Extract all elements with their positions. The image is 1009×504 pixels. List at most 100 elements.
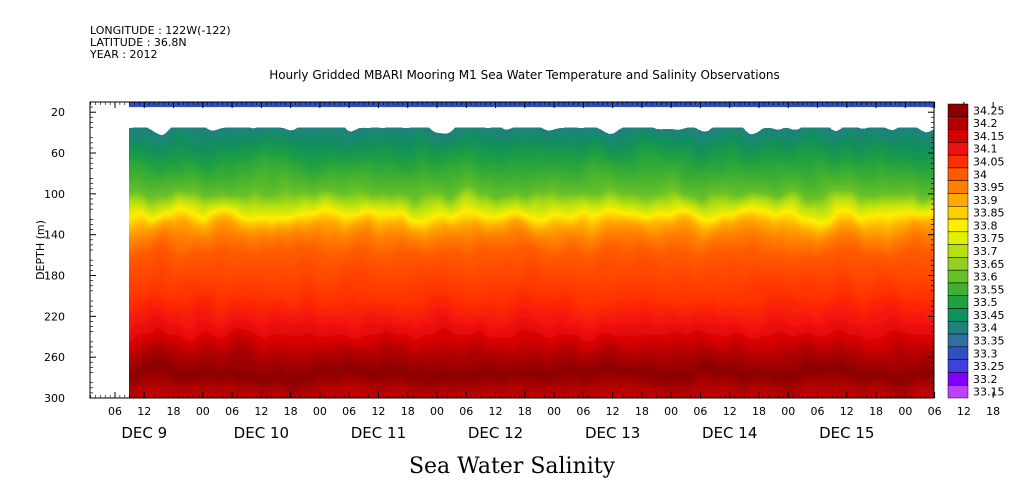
x-hour-label: 06: [108, 405, 122, 418]
colorbar-label: 33.15: [973, 386, 1005, 399]
y-tick-label: 20: [51, 106, 65, 119]
y-tick-label: 100: [44, 188, 65, 201]
colorbar-label: 33.25: [973, 360, 1005, 373]
colorbar-label: 34.25: [973, 104, 1005, 117]
x-hour-label: 00: [196, 405, 210, 418]
colorbar-swatch: [947, 231, 969, 245]
x-hour-label: 06: [225, 405, 239, 418]
chart-caption: Sea Water Salinity: [408, 454, 616, 479]
axes: 20 60 100 140 180 220 260 300 06 12 18 00 06 12 18 00 06…: [44, 101, 1000, 442]
x-hour-label: 12: [489, 405, 503, 418]
colorbar-swatch: [947, 129, 969, 143]
colorbar-label: 34.1: [973, 143, 998, 156]
colorbar-swatch: [947, 206, 969, 220]
colorbar-swatch: [947, 142, 969, 156]
colorbar-label: 33.8: [973, 219, 998, 232]
colorbar-swatch: [947, 244, 969, 258]
x-day-label: DEC 9: [121, 424, 167, 442]
colorbar-label: 34.2: [973, 117, 998, 130]
x-hour-label: 00: [781, 405, 795, 418]
x-hour-label: 06: [576, 405, 590, 418]
x-hour-label: 12: [957, 405, 971, 418]
colorbar-label: 33.5: [973, 296, 998, 309]
latitude-label: LATITUDE : 36.8N: [90, 36, 187, 49]
x-hour-label: 18: [986, 405, 1000, 418]
x-hour-label: 18: [167, 405, 181, 418]
colorbar-label: 33.9: [973, 194, 998, 207]
y-tick-label: 180: [44, 270, 65, 283]
x-day-label: DEC 14: [702, 424, 757, 442]
colorbar-swatch: [947, 154, 969, 169]
y-tick-label: 260: [44, 351, 65, 364]
colorbar: 34.2534.234.1534.134.053433.9533.933.853…: [947, 103, 1005, 399]
x-day-label: DEC 12: [468, 424, 523, 442]
colorbar-swatch: [947, 308, 969, 322]
longitude-label: LONGITUDE : 122W(-122): [90, 24, 231, 37]
colorbar-swatch: [947, 346, 969, 360]
x-hour-label: 06: [342, 405, 356, 418]
x-hour-label: 00: [898, 405, 912, 418]
colorbar-swatch: [947, 257, 969, 271]
colorbar-swatch: [947, 333, 969, 348]
plot-area: [129, 102, 934, 398]
colorbar-swatch: [947, 103, 969, 118]
y-tick-label: 60: [51, 147, 65, 160]
salinity-field: [129, 127, 934, 398]
x-hour-label: 12: [606, 405, 620, 418]
colorbar-label: 33.55: [973, 283, 1005, 296]
colorbar-label: 34.15: [973, 130, 1005, 143]
x-hour-label: 06: [459, 405, 473, 418]
colorbar-label: 33.85: [973, 207, 1005, 220]
x-hour-label: 00: [664, 405, 678, 418]
colorbar-swatch: [947, 269, 969, 284]
x-day-label: DEC 11: [351, 424, 406, 442]
colorbar-swatch: [947, 167, 969, 181]
colorbar-label: 33.95: [973, 181, 1005, 194]
colorbar-swatch: [947, 295, 969, 309]
colorbar-label: 33.4: [973, 322, 998, 335]
year-label: YEAR : 2012: [90, 48, 158, 61]
x-hour-label: 18: [635, 405, 649, 418]
x-hour-label: 12: [840, 405, 854, 418]
x-hour-label: 12: [254, 405, 268, 418]
x-day-label: DEC 10: [234, 424, 289, 442]
chart-title: Hourly Gridded MBARI Mooring M1 Sea Wate…: [269, 68, 780, 82]
x-hour-label: 18: [401, 405, 415, 418]
colorbar-label: 33.35: [973, 334, 1005, 347]
x-hour-label: 12: [371, 405, 385, 418]
colorbar-label: 34: [973, 168, 987, 181]
x-hour-label: 00: [313, 405, 327, 418]
x-hour-label: 06: [693, 405, 707, 418]
x-hour-label: 18: [752, 405, 766, 418]
y-axis-label: DEPTH (m): [34, 220, 47, 280]
colorbar-swatch: [947, 359, 969, 373]
colorbar-label: 33.65: [973, 258, 1005, 271]
x-hour-label: 00: [547, 405, 561, 418]
x-day-label: DEC 15: [819, 424, 874, 442]
x-hour-label: 06: [811, 405, 825, 418]
y-tick-label: 300: [44, 392, 65, 405]
colorbar-label: 33.7: [973, 245, 998, 258]
colorbar-label: 33.75: [973, 232, 1005, 245]
colorbar-swatch: [947, 282, 969, 296]
x-hour-label: 06: [928, 405, 942, 418]
colorbar-label: 33.2: [973, 373, 998, 386]
y-tick-label: 140: [44, 229, 65, 242]
x-hour-label: 12: [723, 405, 737, 418]
colorbar-swatch: [947, 384, 969, 399]
x-hour-label: 18: [869, 405, 883, 418]
x-hour-label: 18: [518, 405, 532, 418]
x-hour-label: 12: [137, 405, 151, 418]
colorbar-swatch: [947, 180, 969, 194]
x-day-label: DEC 13: [585, 424, 640, 442]
colorbar-label: 33.3: [973, 347, 998, 360]
surface-salinity-band: [129, 102, 934, 108]
colorbar-label: 33.6: [973, 271, 998, 284]
colorbar-label: 34.05: [973, 156, 1005, 169]
colorbar-swatch: [947, 218, 969, 233]
x-hour-label: 00: [430, 405, 444, 418]
x-hour-label: 18: [284, 405, 298, 418]
colorbar-label: 33.45: [973, 309, 1005, 322]
y-tick-label: 220: [44, 310, 65, 323]
